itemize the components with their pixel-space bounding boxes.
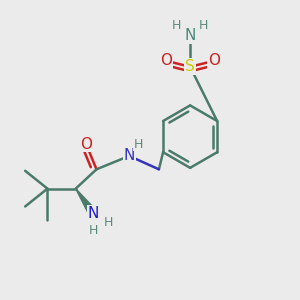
Text: O: O <box>80 136 92 152</box>
Text: H: H <box>199 19 208 32</box>
Text: N: N <box>184 28 196 43</box>
Text: O: O <box>208 53 220 68</box>
Text: H: H <box>89 224 98 237</box>
Text: O: O <box>160 53 172 68</box>
Text: N: N <box>88 206 99 221</box>
Text: H: H <box>172 19 182 32</box>
Text: H: H <box>104 216 113 229</box>
Text: S: S <box>185 59 195 74</box>
Text: N: N <box>124 148 135 164</box>
Polygon shape <box>76 189 97 217</box>
Text: H: H <box>134 138 143 151</box>
